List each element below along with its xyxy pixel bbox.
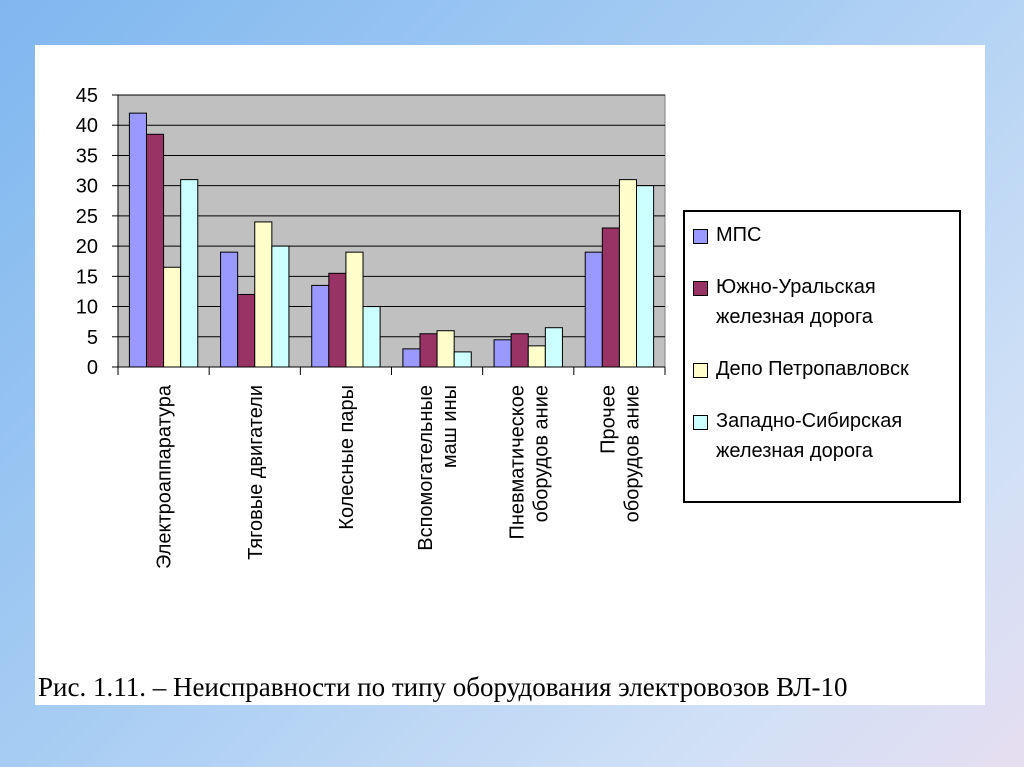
bar bbox=[618, 179, 638, 368]
legend-swatch bbox=[693, 363, 708, 378]
x-tick-label: Электроаппаратура bbox=[154, 384, 176, 569]
bar bbox=[527, 345, 546, 368]
bar bbox=[271, 245, 290, 368]
x-tick-label: Прочее оборудов ание bbox=[597, 385, 643, 522]
y-tick-label: 10 bbox=[76, 297, 98, 319]
bar bbox=[254, 221, 273, 368]
y-tick-label: 30 bbox=[76, 176, 98, 198]
bar bbox=[402, 348, 421, 368]
bar bbox=[180, 179, 199, 368]
y-tick-label: 35 bbox=[76, 145, 98, 167]
bar bbox=[510, 333, 529, 368]
y-tick-label: 5 bbox=[87, 327, 98, 349]
bar bbox=[636, 185, 655, 368]
legend-item: Южно-Уральская железная дорога bbox=[693, 272, 955, 332]
bar bbox=[145, 133, 165, 368]
x-tick-label: Тяговые двигатели bbox=[245, 385, 267, 560]
legend-item: Депо Петропавловск bbox=[693, 354, 955, 384]
x-tick-label: Пневматическое оборудов ание bbox=[506, 385, 552, 539]
bar bbox=[328, 272, 347, 368]
bar bbox=[237, 293, 256, 368]
x-tick-label: Колесные пары bbox=[336, 385, 358, 530]
legend: МПС Южно-Уральская железная дорога Депо Пе… bbox=[683, 210, 961, 503]
bar bbox=[311, 284, 330, 368]
bar bbox=[493, 339, 512, 368]
legend-label: Южно-Уральская железная дорога bbox=[716, 276, 876, 328]
y-tick-label: 25 bbox=[76, 206, 98, 228]
bar bbox=[584, 251, 603, 368]
bar bbox=[544, 327, 563, 368]
y-tick-label: 20 bbox=[76, 236, 98, 258]
y-tick-label: 40 bbox=[76, 115, 98, 137]
legend-label: МПС bbox=[716, 224, 762, 246]
caption: Рис. 1.11. – Неисправности по типу обору… bbox=[38, 672, 848, 702]
bar bbox=[128, 112, 147, 368]
y-tick-label: 45 bbox=[76, 85, 98, 107]
bar bbox=[601, 227, 620, 368]
y-tick-label: 0 bbox=[87, 357, 98, 379]
bar bbox=[220, 251, 239, 368]
legend-item: Западно-Сибирская железная дорога bbox=[693, 406, 955, 466]
bar bbox=[453, 351, 472, 368]
legend-swatch bbox=[693, 229, 708, 244]
y-tick-label: 15 bbox=[76, 266, 98, 288]
plot-area bbox=[117, 94, 666, 368]
bar bbox=[436, 330, 455, 368]
legend-label: Западно-Сибирская железная дорога bbox=[716, 410, 903, 462]
bar bbox=[163, 266, 182, 368]
legend-swatch bbox=[693, 415, 708, 430]
legend-item: МПС bbox=[693, 220, 955, 250]
x-tick-label: Вспомогательные маш ины bbox=[415, 385, 461, 551]
bar bbox=[419, 333, 438, 368]
bar bbox=[345, 251, 364, 368]
legend-swatch bbox=[693, 281, 708, 296]
legend-label: Депо Петропавловск bbox=[716, 358, 909, 380]
bar bbox=[362, 306, 381, 368]
